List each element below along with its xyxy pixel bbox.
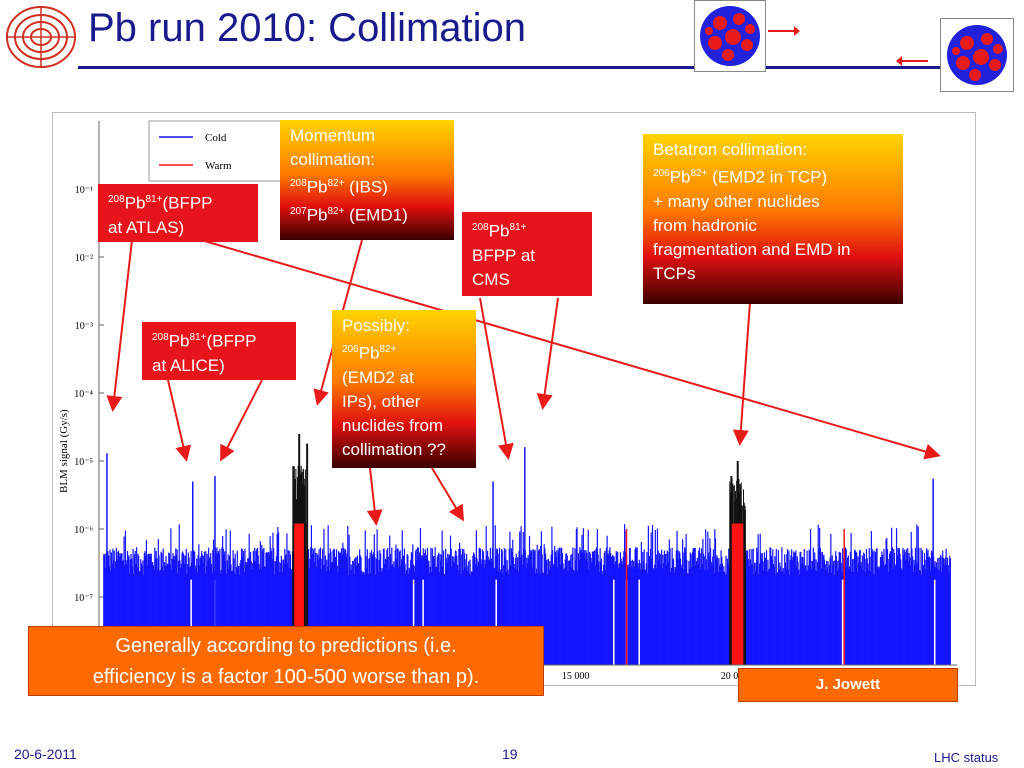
- y-tick-label: 10⁻²: [75, 253, 93, 264]
- arrow-atlas-2: [159, 227, 941, 460]
- process-label: (EMD2 in TCP): [707, 167, 828, 187]
- y-tick-label: 10⁻³: [75, 321, 93, 332]
- arrow-right-icon: [768, 26, 800, 36]
- arrow-cms-1: [479, 297, 514, 460]
- callout-possibly-line-6: collimation ??: [342, 439, 446, 459]
- lhc-logo-icon: [6, 6, 76, 68]
- callout-atlas-line-2: at ATLAS): [108, 217, 185, 237]
- y-tick-label: 10⁻¹: [75, 185, 93, 196]
- arrow-left-icon: [896, 56, 928, 66]
- callout-alice-line-2: at ALICE): [152, 355, 225, 375]
- arrow-possibly-1: [366, 467, 383, 526]
- element-symbol: Pb: [306, 177, 328, 197]
- arrow-alice-2: [220, 379, 263, 462]
- isotope-mass: 207: [290, 205, 307, 217]
- x-tick-label: 20 000: [721, 671, 749, 682]
- legend-cold-label: Cold: [205, 132, 227, 144]
- arrow-betatron: [732, 301, 751, 446]
- charge-state: 82+: [690, 168, 708, 179]
- callout-bfpp-alice: 208Pb81+(BFPP at ALICE): [142, 322, 296, 380]
- callout-cms-line-1: 208Pb81+: [472, 216, 582, 244]
- legend-box: [148, 120, 284, 182]
- y-tick-label: 10⁻⁶: [74, 525, 93, 536]
- summary-note: Generally according to predictions (i.e.…: [28, 626, 544, 696]
- y-tick-label: 10⁻⁵: [74, 457, 93, 468]
- summary-note-line-2: efficiency is a factor 100-500 worse tha…: [92, 666, 480, 688]
- footer-date: 20-6-2011: [14, 746, 77, 762]
- callout-possibly-line-5: nuclides from: [342, 415, 444, 435]
- charge-state: 82+: [379, 344, 397, 355]
- x-tick-label: 15 000: [562, 671, 590, 682]
- callout-betatron-collimation: Betatron collimation: 206Pb82+ (EMD2 in …: [643, 134, 903, 304]
- y-axis-label: BLM signal (Gy/s): [58, 409, 70, 493]
- callout-momentum-collimation: Momentum collimation: 208Pb82+ (IBS) 207…: [280, 120, 454, 240]
- callout-atlas-line-1: 208Pb81+(BFPP: [108, 188, 248, 216]
- callout-possibly-line-1: Possibly:: [342, 316, 411, 335]
- callout-possibly-emd2: Possibly: 206Pb82+ (EMD2 at IPs), other …: [332, 310, 476, 468]
- callout-betatron-line-1: Betatron collimation:: [653, 140, 808, 159]
- footer-title: LHC status: [934, 750, 999, 765]
- callout-bfpp-cms: 208Pb81+ BFPP at CMS: [462, 212, 592, 296]
- arrow-atlas-1: [106, 239, 133, 412]
- isotope-mass: 206: [653, 168, 670, 179]
- charge-state: 82+: [327, 178, 345, 189]
- element-symbol: Pb: [669, 167, 691, 187]
- isotope-mass: 208: [472, 222, 489, 233]
- arrow-cms-2: [536, 297, 559, 410]
- callout-possibly-line-2: 206Pb82+: [342, 338, 466, 366]
- callout-betatron-line-2: 206Pb82+ (EMD2 in TCP): [653, 162, 893, 190]
- charge-state: 81+: [509, 222, 527, 233]
- nucleus-image-right: [940, 18, 1014, 92]
- element-symbol: Pb: [358, 343, 380, 363]
- element-symbol: Pb: [168, 331, 190, 351]
- legend-warm-label: Warm: [205, 160, 232, 172]
- isotope-mass: 208: [152, 332, 169, 343]
- process-label: (IBS): [344, 177, 388, 197]
- y-tick-label: 10⁻⁴: [74, 389, 93, 400]
- callout-momentum-line-2: collimation:: [290, 150, 376, 169]
- element-symbol: Pb: [488, 221, 510, 241]
- element-symbol: Pb: [306, 205, 328, 225]
- callout-betatron-line-6: TCPs: [653, 263, 696, 283]
- callout-alice-line-1: 208Pb81+(BFPP: [152, 326, 286, 354]
- footer-page-number: 19: [502, 746, 518, 762]
- author-credit: J. Jowett: [738, 668, 958, 702]
- isotope-mass: 208: [108, 194, 125, 205]
- callout-betatron-line-5: fragmentation and EMD in: [653, 239, 851, 259]
- callout-bfpp-atlas: 208Pb81+(BFPP at ATLAS): [98, 184, 258, 242]
- isotope-mass: 208: [290, 178, 307, 189]
- callout-possibly-line-3: (EMD2 at: [342, 367, 414, 387]
- callout-possibly-line-4: IPs), other: [342, 391, 421, 411]
- process-label: (EMD1): [344, 205, 408, 225]
- arrow-alice-1: [167, 379, 192, 462]
- isotope-mass: 206: [342, 344, 359, 355]
- callout-betatron-line-3: + many other nuclides: [653, 191, 820, 211]
- charge-state: 82+: [327, 205, 345, 217]
- charge-state: 81+: [145, 194, 163, 205]
- callout-cms-line-3: CMS: [472, 269, 510, 289]
- summary-note-line-1: Generally according to predictions (i.e.: [115, 635, 457, 657]
- callout-momentum-line-1: Momentum: [290, 126, 376, 145]
- callout-momentum-line-4: 207Pb82+ (EMD1): [290, 200, 444, 228]
- callout-betatron-line-4: from hadronic: [653, 215, 757, 235]
- y-tick-label: 10⁻⁷: [74, 593, 93, 604]
- element-symbol: Pb: [124, 193, 146, 213]
- callout-momentum-line-3: 208Pb82+ (IBS): [290, 172, 444, 200]
- chart-legend: Cold Warm: [148, 120, 284, 182]
- process-label: (BFPP: [162, 193, 213, 213]
- title-underline: [78, 66, 940, 69]
- arrow-possibly-2: [431, 467, 465, 522]
- nucleus-image-left: [694, 0, 766, 72]
- callout-cms-line-2: BFPP at: [472, 245, 535, 265]
- charge-state: 81+: [189, 332, 207, 343]
- page-title: Pb run 2010: Collimation: [88, 6, 527, 50]
- process-label: (BFPP: [206, 331, 257, 351]
